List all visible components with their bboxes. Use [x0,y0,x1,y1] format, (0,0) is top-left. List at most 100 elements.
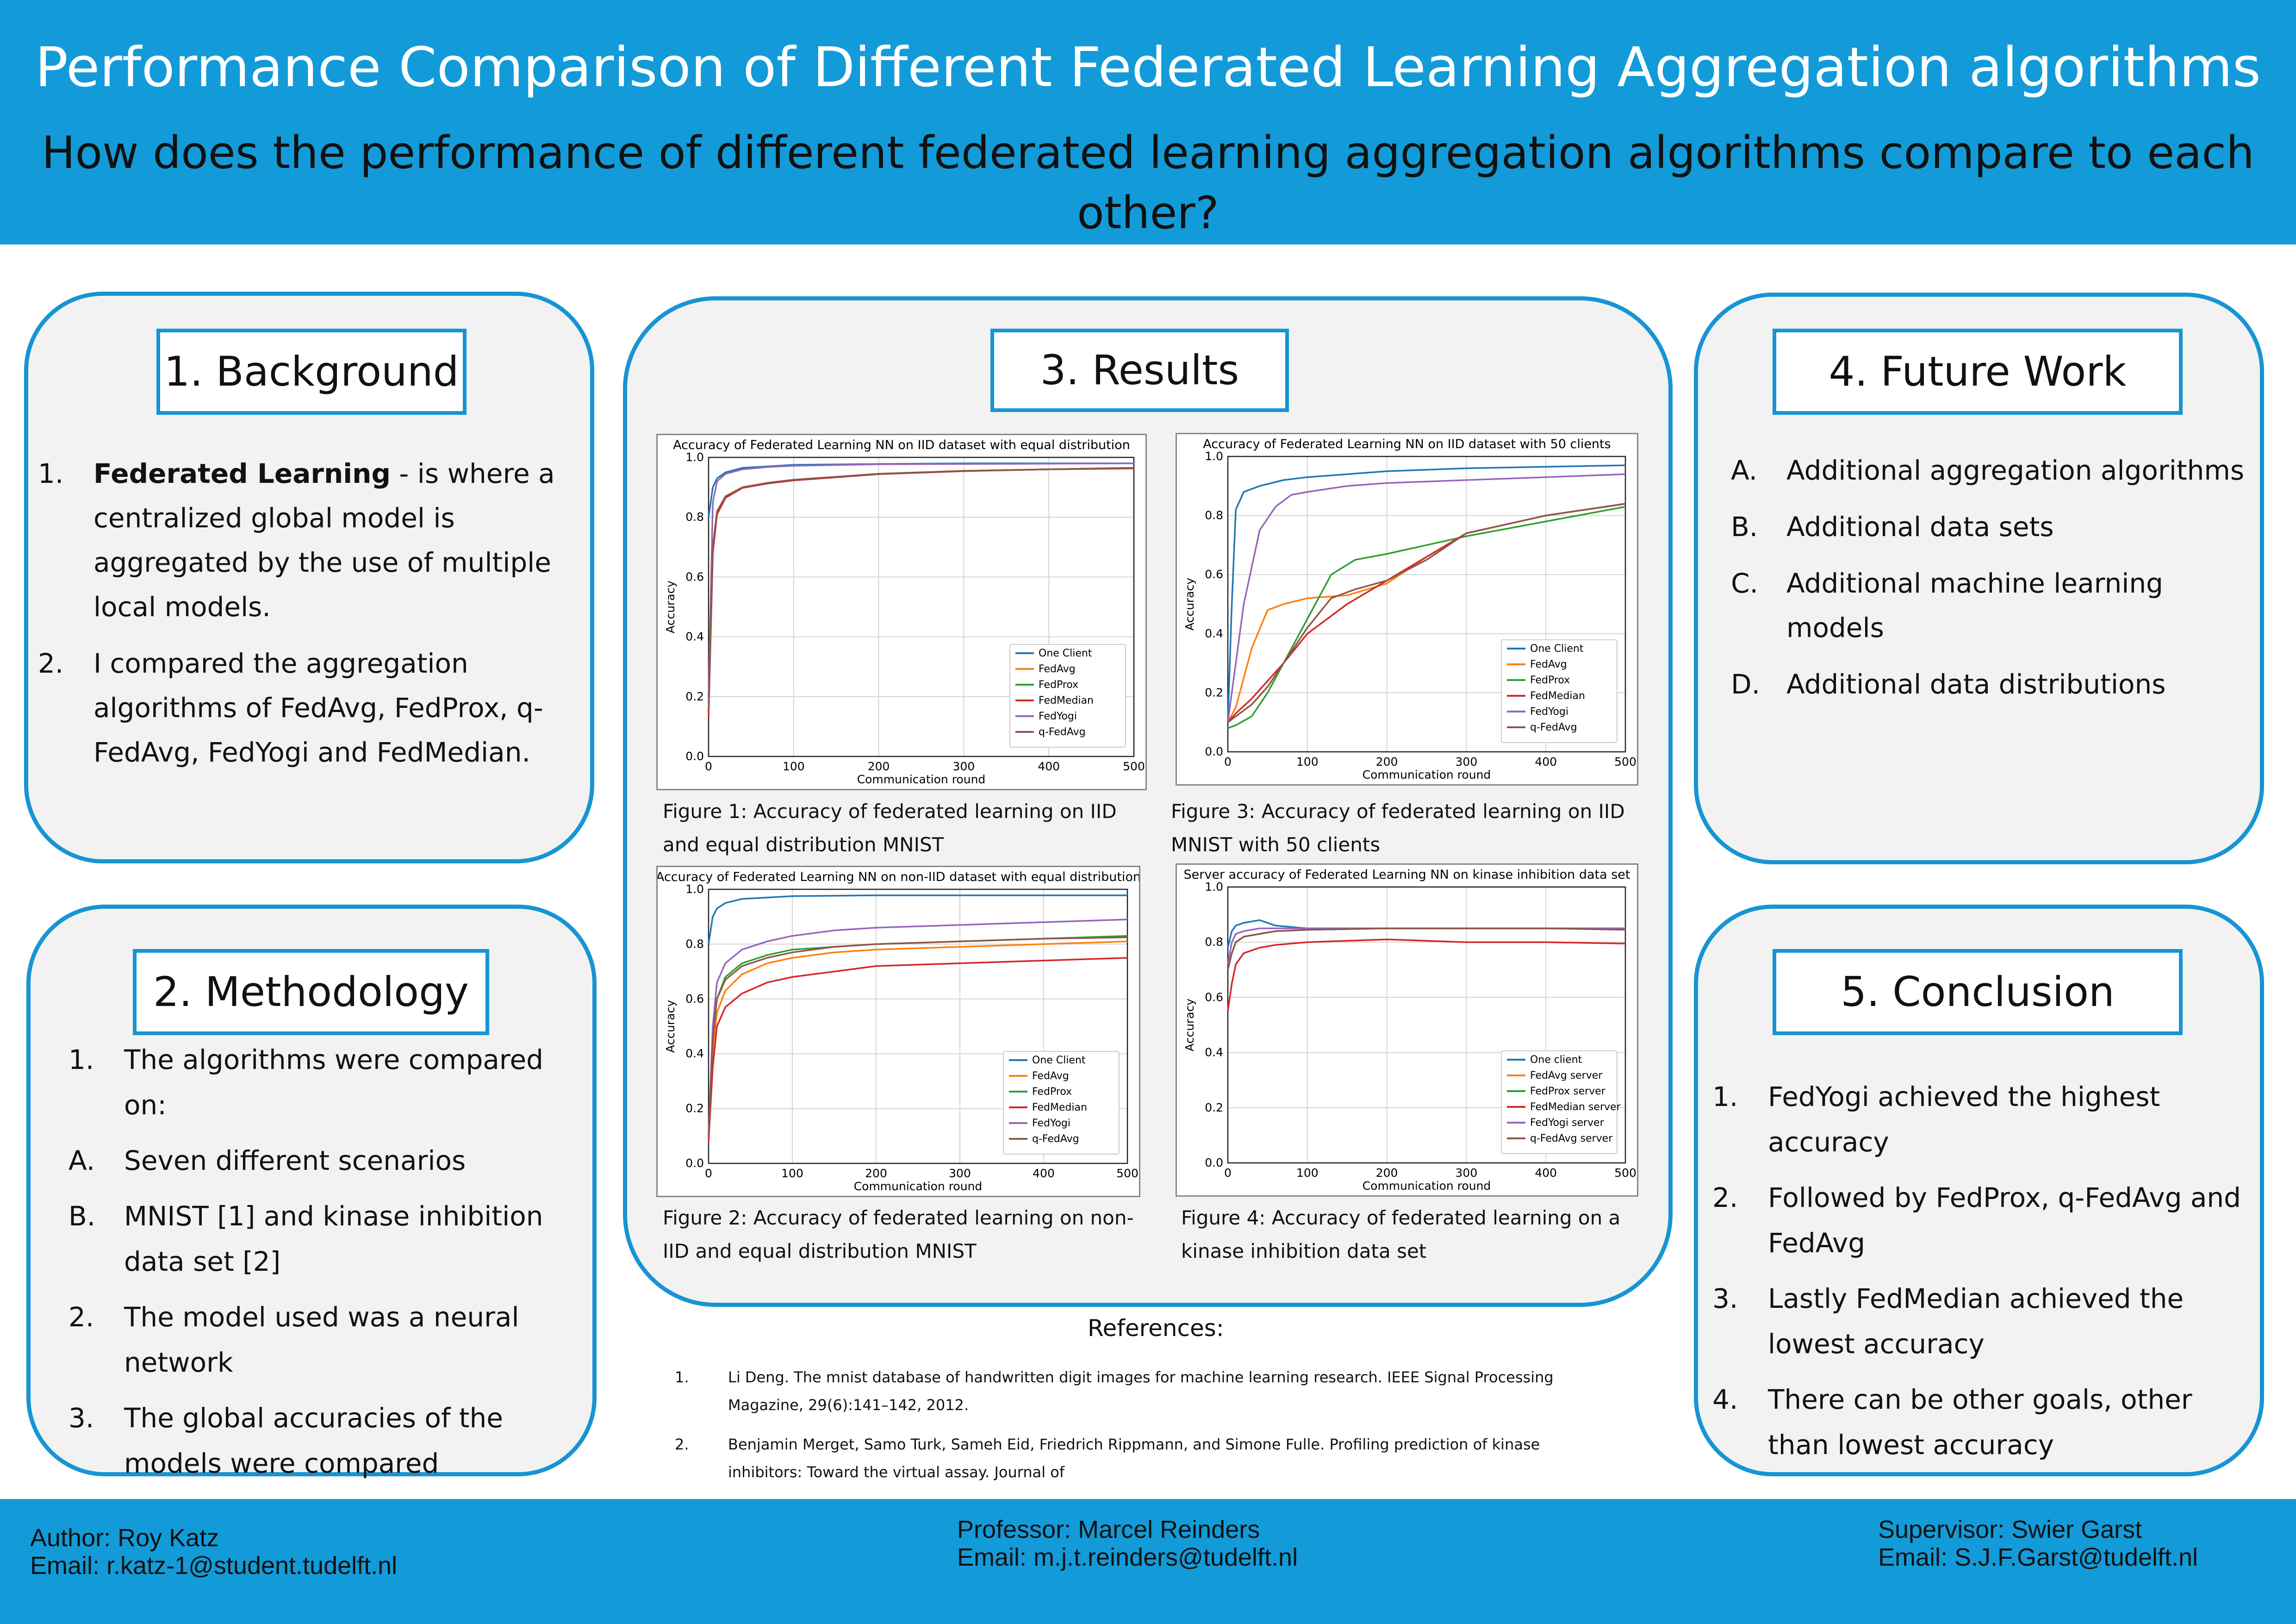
list-text: The algorithms were compared on: [124,1044,543,1121]
reference-marker: 1. [675,1368,689,1386]
list-text: Lastly FedMedian achieved the lowest acc… [1768,1283,2184,1360]
list-text: There can be other goals, other than low… [1768,1384,2192,1461]
legend-label: FedYogi [1530,706,1568,718]
y-tick-label: 0.8 [685,937,704,950]
plot-frame [708,888,1128,1164]
list-text: MNIST [1] and kinase inhibition data set… [124,1200,543,1277]
y-tick-label: 0.4 [1205,1046,1223,1059]
conclusion-title: 5. Conclusion [1773,949,2183,1035]
legend-label: FedProx [1530,675,1570,686]
series-line [1227,464,1626,723]
legend-label: FedProx server [1530,1086,1606,1097]
y-tick-label: 0.8 [1205,509,1223,522]
figure-3-chart: Accuracy of Federated Learning NN on IID… [1183,437,1636,781]
series-line [1227,938,1626,1012]
poster-title: Performance Comparison of Different Fede… [35,35,2261,99]
y-tick-label: 0.2 [685,690,704,703]
legend-label: FedProx [1039,679,1078,691]
x-tick-label: 200 [1376,1166,1398,1180]
list-item: 2. I compared the aggregation algorithms … [38,641,584,775]
list-item: A. Seven different scenarios [68,1138,582,1183]
y-axis-label: Accuracy [1183,578,1196,631]
series-line [1227,927,1625,965]
legend-label: FedAvg server [1530,1070,1603,1081]
series-line [1227,506,1626,729]
y-tick-label: 0.6 [685,992,704,1006]
professor-name: Professor: Marcel Reinders [957,1516,1260,1543]
legend-label: One Client [1032,1055,1086,1066]
chart-title: Accuracy of Federated Learning NN on IID… [673,438,1130,452]
legend-label: q-FedAvg server [1530,1133,1613,1144]
y-tick-label: 0.4 [685,630,704,643]
x-tick-label: 100 [783,760,805,773]
list-item: 2. The model used was a neural network [68,1294,582,1385]
background-list: 1. Federated Learning - is where a centra… [38,451,584,787]
references-heading: References: [1088,1315,1224,1342]
reference-text: Benjamin Merget, Samo Turk, Sameh Eid, F… [728,1436,1540,1481]
list-item: 2. Followed by FedProx, q-FedAvg and FedA… [1712,1175,2254,1266]
figure-2-chart: Accuracy of Federated Learning NN on non… [658,870,1139,1193]
y-tick-label: 0.4 [1205,627,1223,640]
list-text: FedYogi achieved the highest accuracy [1768,1081,2160,1158]
y-tick-label: 0.8 [685,510,704,524]
x-tick-label: 200 [1376,755,1398,768]
plot-frame [1227,456,1626,753]
y-tick-label: 0.6 [685,570,704,583]
legend-label: FedMedian [1039,695,1094,706]
methodology-list: 1. The algorithms were compared on: A. Sev… [68,1037,582,1496]
supervisor-name: Supervisor: Swier Garst [1878,1516,2142,1543]
list-item: 1. The algorithms were compared on: [68,1037,582,1128]
author-email: Email: r.katz-1@student.tudelft.nl [30,1552,398,1580]
legend-label: FedMedian [1032,1102,1087,1113]
plot-frame [708,456,1135,757]
list-item: 3. The global accuracies of the models we… [68,1395,582,1486]
series-line [708,957,1128,1142]
legend-label: FedAvg [1039,663,1076,675]
legend-label: FedProx [1032,1086,1072,1098]
series-line [1227,927,1625,970]
series-line [1227,927,1626,970]
future-work-title: 4. Future Work [1773,329,2183,415]
legend-label: FedYogi server [1530,1117,1605,1129]
x-tick-label: 100 [781,1167,803,1180]
y-tick-label: 0.0 [1205,745,1223,758]
y-tick-label: 1.0 [685,450,704,464]
list-item: 1. FedYogi achieved the highest accuracy [1712,1074,2254,1165]
list-text: Additional data sets [1786,511,2054,543]
list-marker: 2. [68,1301,94,1333]
legend-label: q-FedAvg [1530,722,1577,733]
figure-4-chart: Server accuracy of Federated Learning NN… [1183,868,1636,1193]
x-tick-label: 0 [705,760,712,773]
x-axis-label: Communication round [854,1180,983,1193]
x-axis-label: Communication round [1363,1179,1491,1193]
list-text: Additional aggregation algorithms [1786,455,2245,486]
chart-legend [1009,644,1126,748]
list-marker: D. [1731,668,1761,700]
legend-label: FedMedian server [1530,1101,1621,1113]
list-item: C. Additional machine learning models [1731,561,2249,650]
y-tick-label: 0.2 [685,1102,704,1115]
x-tick-label: 400 [1033,1167,1055,1180]
list-marker: 1. [38,458,64,489]
y-tick-label: 1.0 [1205,450,1223,463]
y-tick-label: 0.0 [1205,1156,1223,1169]
x-axis-label: Communication round [857,773,986,786]
chart-legend [1501,1050,1618,1154]
x-tick-label: 500 [1614,1166,1636,1180]
list-item: B. MNIST [1] and kinase inhibition data s… [68,1193,582,1284]
list-marker: B. [1731,511,1758,543]
series-line [708,936,1128,1136]
legend-label: FedYogi [1032,1118,1070,1129]
series-line [708,918,1128,1136]
chart-legend [1003,1051,1120,1155]
legend-label: One client [1530,1054,1582,1066]
supervisor-email: Email: S.J.F.Garst@tudelft.nl [1878,1543,2198,1571]
legend-label: FedMedian [1530,690,1585,702]
list-marker: 2. [1712,1182,1738,1213]
list-text: Additional data distributions [1786,668,2166,700]
list-text: I compared the aggregation algorithms of… [93,648,543,768]
methodology-title: 2. Methodology [133,949,489,1035]
y-tick-label: 0.8 [1205,935,1223,949]
series-line [708,462,1134,518]
figure-3-caption: Figure 3: Accuracy of federated learning… [1171,800,1625,856]
